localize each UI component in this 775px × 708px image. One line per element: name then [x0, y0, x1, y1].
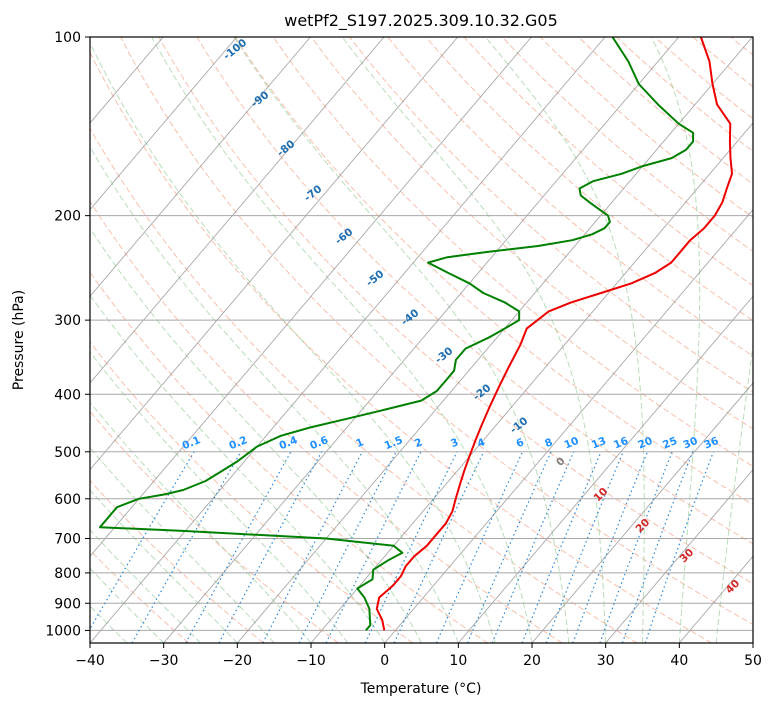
grid-layer — [90, 37, 775, 643]
mixing-ratio-label: 8 — [543, 436, 554, 450]
mixing-ratio-line — [545, 451, 624, 643]
x-tick-label: 10 — [449, 653, 467, 669]
y-tick-label: 100 — [54, 30, 81, 46]
isotherm-line — [384, 208, 753, 643]
isotherm-line — [90, 37, 238, 211]
moist-adiabat-line — [90, 447, 275, 643]
mixing-ratio-label: 1 — [354, 436, 365, 450]
mixing-ratio-label: 4 — [476, 436, 487, 450]
y-tick-label: 300 — [54, 313, 81, 329]
dry-adiabat-line — [769, 37, 775, 643]
y-tick-label: 200 — [54, 209, 81, 225]
profile-layer — [99, 37, 733, 632]
mixing-ratio-line — [185, 451, 292, 643]
x-tick-label: −20 — [223, 653, 253, 669]
mixing-ratio-line — [218, 451, 323, 643]
y-tick-label: 900 — [54, 596, 81, 612]
dry-adiabat-line — [196, 37, 753, 545]
moist-adiabat-line — [233, 37, 570, 643]
mixing-ratio-label: 25 — [661, 435, 679, 452]
dry-adiabat-line — [310, 37, 753, 430]
y-tick-label: 500 — [54, 445, 81, 461]
mixing-ratio-line — [393, 451, 485, 643]
dry-adiabat-line — [120, 37, 753, 626]
axis-layer: −40 −30 −20 −10 0 10 20 30 40 50 100 200 300 400 500 60… — [45, 30, 762, 669]
mixing-ratio-line — [435, 451, 524, 643]
temperature-profile-line — [375, 37, 733, 631]
x-tick-label: −30 — [149, 653, 179, 669]
mixing-ratio-label: 36 — [702, 435, 720, 452]
dry-adiabat-line — [425, 37, 753, 322]
x-tick-label: −10 — [296, 653, 326, 669]
dry-adiabat-line — [349, 37, 753, 393]
plot-frame — [89, 36, 754, 644]
isotherm-line — [90, 37, 311, 298]
mixing-ratio-line — [131, 451, 242, 643]
x-tick-label: 50 — [744, 653, 762, 669]
isotherm-line — [236, 37, 753, 643]
x-axis-title: Temperature (°C) — [360, 681, 482, 697]
moist-adiabat-line — [90, 145, 459, 643]
moist-adiabat-line — [715, 341, 753, 643]
dewpoint-profile-line — [99, 37, 695, 632]
mixing-ratio-line — [466, 451, 552, 643]
mixing-ratio-line — [90, 451, 195, 631]
isotherm-line — [90, 37, 385, 384]
isotherm-line — [752, 642, 753, 643]
moist-adiabat-line — [650, 37, 701, 643]
dry-adiabat-line — [387, 37, 753, 357]
dry-adiabat-line — [90, 341, 414, 643]
moist-adiabat-line — [90, 401, 312, 643]
mixing-ratio-label: 13 — [590, 435, 608, 452]
dry-adiabat-line — [234, 37, 753, 506]
isotherm-line — [310, 122, 753, 643]
x-tick-label: 20 — [523, 653, 541, 669]
isotherm-line — [90, 37, 532, 558]
x-tick-label: 0 — [380, 653, 389, 669]
mixing-ratio-label: 6 — [515, 436, 526, 450]
y-axis-title: Pressure (hPa) — [11, 290, 27, 390]
mixing-ratio-line — [521, 451, 602, 643]
isotherm-line — [457, 295, 753, 643]
dry-adiabat-line — [158, 37, 753, 585]
isotherm-line — [531, 382, 753, 643]
moist-adiabat-line — [151, 37, 533, 643]
mixing-ratio-label: 3 — [449, 436, 460, 450]
x-tick-label: 40 — [670, 653, 688, 669]
dry-adiabat-line — [90, 410, 339, 643]
y-tick-label: 1000 — [45, 623, 81, 639]
moist-adiabat-line — [90, 294, 386, 643]
moist-adiabat-line — [90, 41, 496, 643]
dry-adiabat-line — [90, 127, 638, 643]
mixing-ratio-label: 30 — [682, 435, 700, 452]
y-tick-label: 400 — [54, 387, 81, 403]
dry-adiabat-line — [90, 51, 712, 643]
mixing-ratio-line — [364, 451, 458, 643]
chart-title: wetPf2_S197.2025.309.10.32.G05 — [284, 11, 558, 31]
mixing-ratio-label: 10 — [562, 435, 580, 452]
isotherm-line — [163, 37, 680, 643]
y-tick-label: 700 — [54, 532, 81, 548]
dry-adiabat-line — [616, 37, 753, 152]
dry-adiabat-line — [90, 200, 563, 643]
isotherm-line — [90, 37, 459, 471]
mixing-ratio-label: 2 — [413, 436, 424, 450]
y-tick-label: 800 — [54, 566, 81, 582]
mixing-ratio-label: 16 — [612, 435, 630, 452]
mixing-ratio-label: 20 — [636, 435, 654, 452]
moist-adiabat-line — [341, 37, 607, 643]
mixing-ratio-line — [491, 451, 575, 643]
isotherm-line — [90, 37, 606, 643]
moist-adiabat-line — [485, 37, 645, 643]
x-tick-label: 30 — [597, 653, 615, 669]
x-tick-label: −40 — [75, 653, 105, 669]
y-tick-label: 600 — [54, 492, 81, 508]
isotherm-line — [605, 468, 753, 643]
